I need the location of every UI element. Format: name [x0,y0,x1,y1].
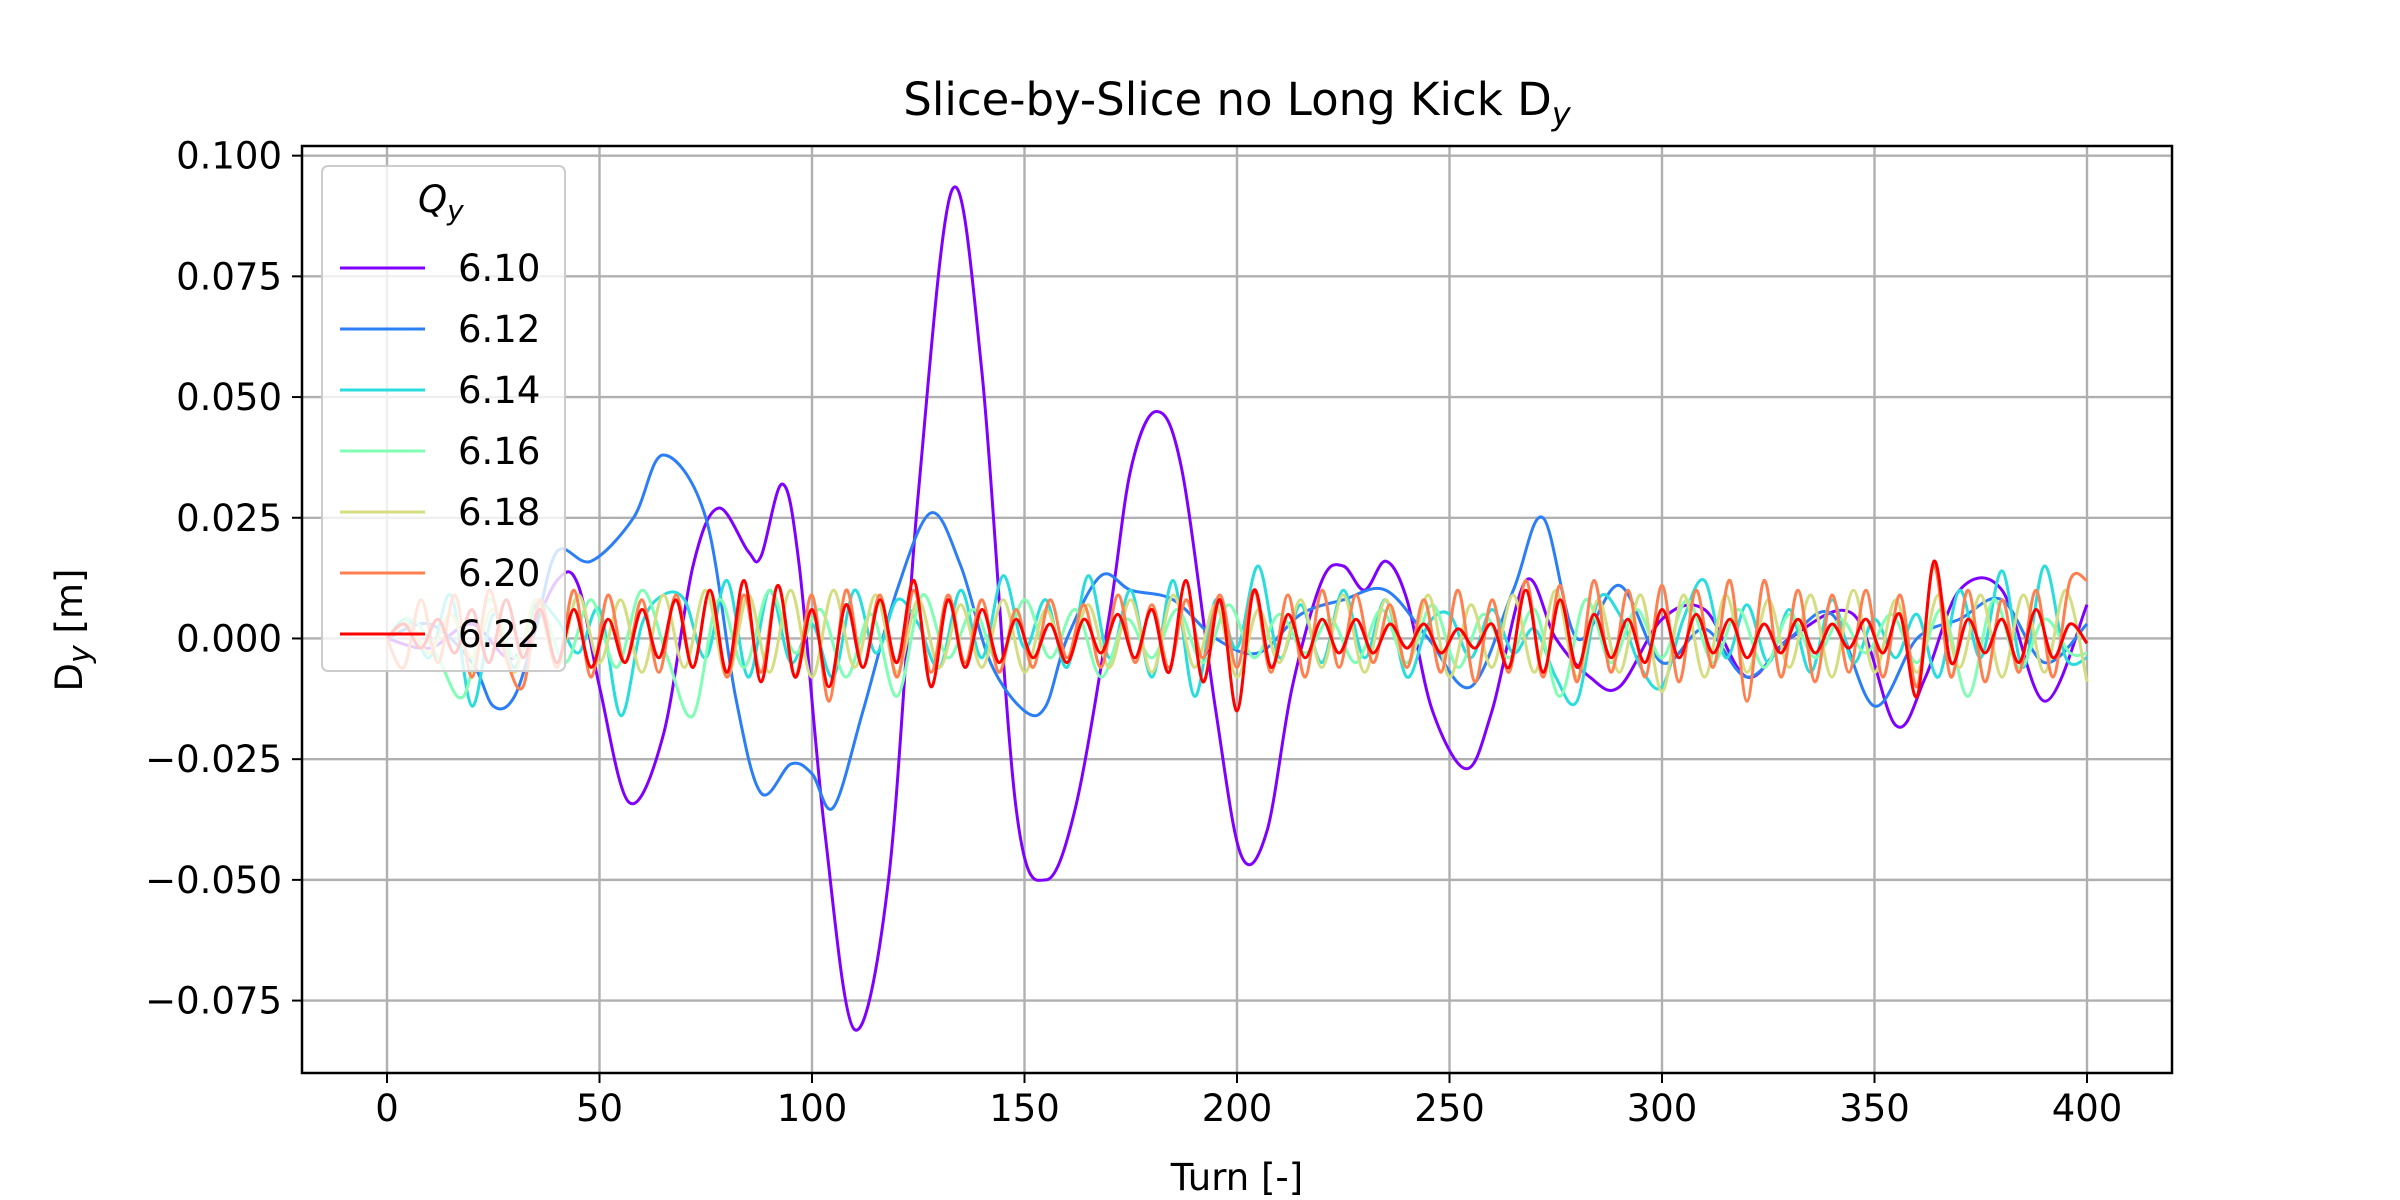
y-tick-label: 0.000 [176,617,282,660]
x-tick-label: 50 [576,1087,623,1130]
series-lines [385,185,2089,1032]
x-tick-label: 400 [2052,1087,2123,1130]
grid [302,146,2172,1073]
y-tick-label: −0.025 [145,738,282,781]
x-axis-label: Turn [-] [1170,1156,1303,1199]
series-line-6-18 [386,588,2089,694]
axis-ticks: 0 50 100 150 200 250 300 350 400 −0.075 −0.050 −0.0… [145,135,2122,1130]
x-tick-label: 0 [375,1087,399,1130]
y-tick-label: −0.050 [145,859,282,902]
legend-label: 6.18 [458,491,540,534]
x-tick-label: 100 [777,1087,848,1130]
legend-label: 6.14 [458,369,540,412]
x-tick-label: 350 [1839,1087,1910,1130]
legend-label: 6.20 [458,552,540,595]
series-line-6-22 [385,559,2089,713]
y-tick-label: 0.100 [176,135,282,178]
y-tick-label: 0.050 [176,376,282,419]
legend-label: 6.16 [458,430,540,473]
y-tick-label: 0.025 [176,497,282,540]
legend-box [321,165,566,672]
series-line-6-12 [386,453,2089,811]
y-tick-label: −0.075 [145,980,282,1023]
x-tick-label: 200 [1202,1087,1273,1130]
x-tick-label: 250 [1414,1087,1485,1130]
legend-entries: 6.10 6.12 6.14 6.16 6.18 6.20 6.22 [340,247,540,656]
y-axis-label: Dy [m] [48,569,98,692]
x-tick-label: 150 [989,1087,1060,1130]
legend-title: Qy [418,178,464,227]
legend-label: 6.10 [458,247,540,290]
x-tick-label: 300 [1627,1087,1698,1130]
legend-label: 6.12 [458,308,540,351]
legend: Qy 6.10 6.12 6.14 6.16 6.18 6.20 6.22 [321,165,566,672]
chart-title: Slice-by-Slice no Long Kick Dy [903,73,1572,133]
legend-label: 6.22 [458,613,540,656]
y-tick-label: 0.075 [176,255,282,298]
